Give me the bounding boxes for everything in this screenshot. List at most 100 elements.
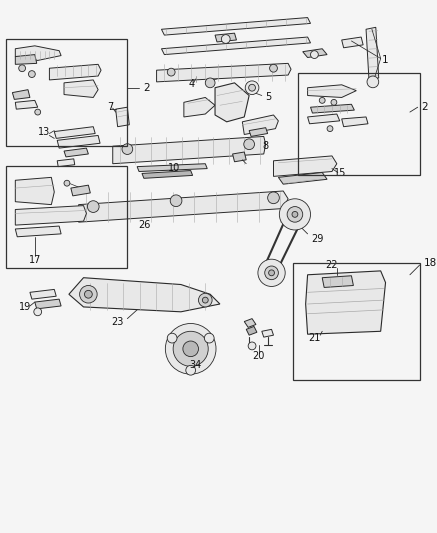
Text: 8: 8: [263, 141, 269, 151]
Text: 17: 17: [28, 255, 41, 265]
Circle shape: [28, 71, 35, 77]
Polygon shape: [116, 107, 129, 127]
Circle shape: [64, 180, 70, 186]
Circle shape: [319, 98, 325, 103]
Circle shape: [248, 342, 256, 350]
Text: 2: 2: [422, 102, 428, 112]
Circle shape: [205, 333, 214, 343]
Polygon shape: [366, 27, 379, 80]
Text: 15: 15: [333, 168, 346, 179]
Polygon shape: [305, 271, 385, 334]
Polygon shape: [262, 329, 274, 337]
Polygon shape: [243, 115, 278, 134]
Circle shape: [269, 270, 274, 276]
Circle shape: [198, 293, 212, 307]
Circle shape: [244, 139, 254, 150]
Polygon shape: [54, 127, 95, 139]
Polygon shape: [308, 85, 356, 98]
Polygon shape: [308, 114, 340, 124]
Polygon shape: [311, 104, 354, 113]
Text: 29: 29: [311, 234, 323, 244]
Polygon shape: [15, 226, 61, 237]
Circle shape: [19, 65, 25, 71]
Polygon shape: [137, 164, 207, 172]
Polygon shape: [342, 37, 363, 48]
Circle shape: [367, 76, 379, 88]
Polygon shape: [274, 156, 337, 176]
Bar: [6, 39, 127, 146]
Polygon shape: [249, 128, 267, 136]
Circle shape: [279, 199, 311, 230]
Text: 23: 23: [111, 317, 124, 327]
Polygon shape: [15, 100, 38, 109]
Polygon shape: [30, 289, 56, 299]
Polygon shape: [69, 278, 220, 312]
Bar: [6, 166, 127, 268]
Text: 1: 1: [382, 55, 389, 66]
Text: 5: 5: [266, 92, 272, 102]
Circle shape: [311, 51, 318, 59]
Text: 26: 26: [139, 220, 151, 230]
Circle shape: [35, 109, 41, 115]
Circle shape: [183, 341, 198, 357]
Circle shape: [186, 366, 195, 375]
Polygon shape: [71, 185, 90, 196]
Polygon shape: [244, 319, 256, 327]
Polygon shape: [215, 83, 249, 122]
Bar: [298, 73, 420, 175]
Text: 2: 2: [143, 83, 150, 93]
Text: 20: 20: [253, 351, 265, 361]
Circle shape: [87, 201, 99, 213]
Circle shape: [292, 212, 298, 217]
Circle shape: [167, 68, 175, 76]
Polygon shape: [142, 171, 193, 179]
Text: 34: 34: [189, 360, 202, 370]
Polygon shape: [322, 276, 354, 287]
Polygon shape: [303, 49, 327, 58]
Polygon shape: [15, 46, 61, 60]
Circle shape: [34, 308, 42, 316]
Polygon shape: [215, 33, 236, 42]
Circle shape: [267, 192, 279, 204]
Polygon shape: [342, 117, 368, 127]
Text: 19: 19: [19, 302, 31, 312]
Polygon shape: [156, 63, 291, 82]
Polygon shape: [15, 177, 54, 205]
Text: 22: 22: [326, 260, 338, 270]
Circle shape: [205, 78, 215, 88]
Text: 21: 21: [308, 333, 321, 343]
Circle shape: [84, 290, 92, 298]
Text: 18: 18: [423, 258, 437, 268]
Circle shape: [287, 207, 303, 222]
Polygon shape: [113, 136, 266, 164]
Text: 10: 10: [168, 163, 180, 173]
Circle shape: [258, 259, 285, 286]
Polygon shape: [161, 18, 311, 35]
Text: 7: 7: [107, 102, 113, 112]
Polygon shape: [79, 191, 288, 222]
Polygon shape: [161, 37, 311, 54]
Circle shape: [265, 266, 278, 280]
Circle shape: [165, 324, 216, 374]
Circle shape: [245, 81, 259, 94]
Circle shape: [222, 35, 230, 43]
Polygon shape: [57, 135, 100, 148]
Polygon shape: [15, 206, 87, 225]
Circle shape: [122, 144, 133, 155]
Circle shape: [80, 286, 97, 303]
Circle shape: [202, 297, 208, 303]
Polygon shape: [246, 326, 257, 335]
Polygon shape: [12, 90, 30, 100]
Circle shape: [167, 333, 177, 343]
Polygon shape: [49, 64, 101, 80]
Polygon shape: [57, 159, 75, 167]
Polygon shape: [35, 299, 61, 309]
Circle shape: [170, 195, 182, 207]
Polygon shape: [184, 98, 215, 117]
Circle shape: [249, 84, 256, 91]
Circle shape: [331, 100, 337, 105]
Polygon shape: [278, 173, 327, 184]
Text: 4: 4: [189, 79, 195, 89]
Text: 13: 13: [38, 126, 51, 136]
Polygon shape: [232, 152, 246, 161]
